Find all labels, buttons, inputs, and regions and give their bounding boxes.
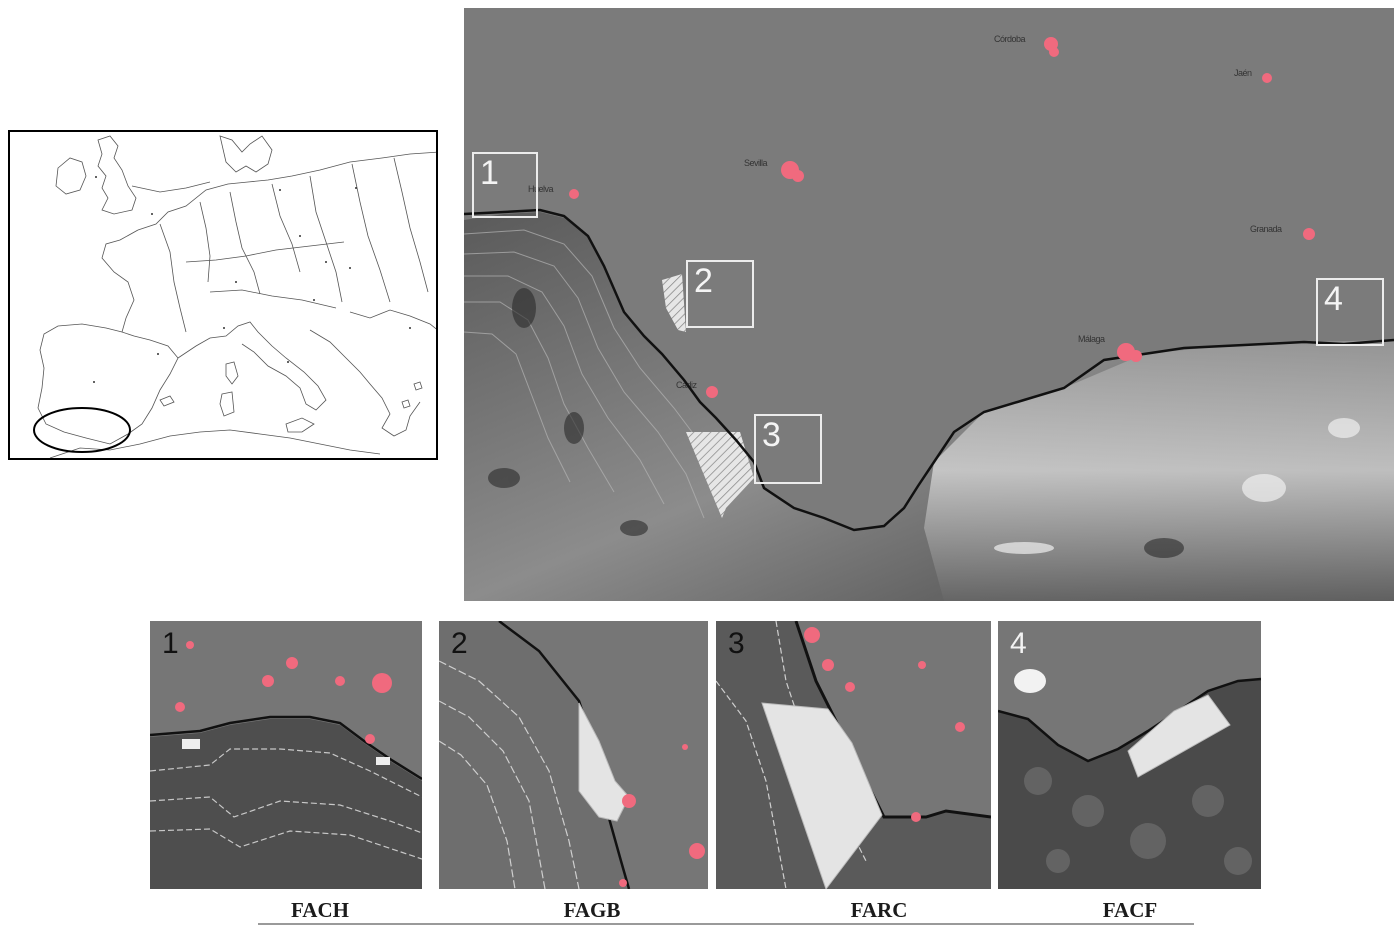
caption-underline <box>258 923 1194 925</box>
study-area-box-3: 3 <box>754 414 822 484</box>
detail-panel-1: 1 <box>150 621 422 889</box>
city-label-sevilla: Sevilla <box>744 158 768 168</box>
panel-number: 4 <box>1010 627 1027 660</box>
study-area-number: 1 <box>480 154 499 192</box>
detail-panel-2: 2 <box>439 621 708 889</box>
caption-fach: FACH <box>291 898 349 922</box>
panel-number: 1 <box>162 627 179 660</box>
study-area-number: 2 <box>694 262 713 300</box>
europe-outline <box>33 135 436 458</box>
study-area-number: 4 <box>1324 280 1343 318</box>
caption-facf: FACF <box>1102 898 1158 922</box>
caption-fagb: FAGB <box>563 898 621 922</box>
city-label-malaga: Málaga <box>1078 334 1105 344</box>
terrain-relief <box>464 37 1394 601</box>
study-area-number: 3 <box>762 416 781 454</box>
city-label-jaen: Jaén <box>1234 68 1252 78</box>
study-area-box-1: 1 <box>472 152 538 218</box>
city-label-huelva: Huelva <box>528 184 554 194</box>
study-area-highlight <box>33 407 131 453</box>
detail-map-fagb <box>439 621 705 889</box>
city-label-granada: Granada <box>1250 224 1282 234</box>
detail-map-farc <box>716 621 991 889</box>
caption-farc: FARC <box>850 898 908 922</box>
europe-inset-map <box>8 130 438 460</box>
study-area-box-2: 2 <box>686 260 754 328</box>
detail-panel-4: 4 <box>998 621 1261 889</box>
detail-map-facf <box>998 669 1261 889</box>
detail-map-fach <box>150 641 422 889</box>
detail-panel-3: 3 <box>716 621 991 889</box>
study-area-box-4: 4 <box>1316 278 1384 346</box>
panel-number: 2 <box>451 627 468 660</box>
city-label-cordoba: Córdoba <box>994 34 1026 44</box>
main-map: Huelva Sevilla Córdoba Jaén Granada Mála… <box>464 8 1394 601</box>
city-label-cadiz: Cádiz <box>676 380 697 390</box>
panel-number: 3 <box>728 627 745 660</box>
